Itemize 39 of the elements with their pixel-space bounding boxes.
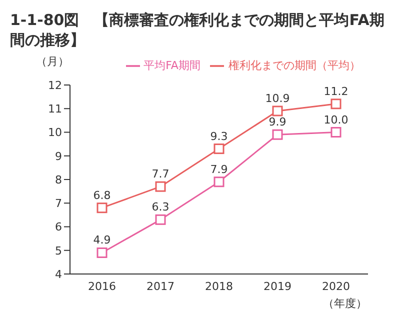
data-label: 11.2: [324, 84, 348, 98]
point: [330, 127, 342, 138]
x-tick-label: 2017: [146, 280, 174, 293]
point: [272, 129, 283, 140]
data-label: 10.9: [265, 92, 290, 105]
y-tick-label: 8: [55, 173, 62, 186]
point: [155, 214, 166, 225]
data-label: 9.9: [268, 116, 286, 129]
point: [96, 202, 108, 214]
data-label: 10.0: [324, 113, 348, 126]
point: [330, 98, 342, 110]
y-axis-title: （月）: [36, 54, 69, 69]
x-tick-label: 2018: [205, 280, 233, 293]
data-label: 6.8: [93, 188, 111, 202]
y-tick-label: 7: [55, 197, 62, 210]
data-label: 7.7: [152, 168, 170, 181]
y-tick-label: 6: [55, 220, 62, 234]
point: [214, 176, 224, 188]
y-tick-label: 11: [48, 102, 62, 116]
x-tick-label: 2020: [322, 280, 350, 293]
x-tick-label: 2019: [264, 280, 292, 293]
chart-title: 1-1-80図 【商標審査の権利化までの期間と平均FA期間の推移】: [10, 10, 386, 50]
x-tick-label: 2016: [88, 280, 116, 293]
legend-label: 平均FA期間: [144, 59, 200, 72]
y-tick-label: 4: [55, 268, 62, 281]
data-label: 6.3: [152, 200, 170, 214]
x-axis-title: （年度）: [323, 296, 367, 311]
y-tick-label: 9: [55, 150, 62, 163]
point: [155, 181, 166, 192]
point: [272, 106, 283, 116]
point: [214, 144, 224, 154]
legend-label: 権利化までの期間（平均）: [228, 59, 360, 72]
y-tick-label: 12: [48, 78, 62, 92]
point: [96, 247, 108, 258]
data-label: 7.9: [210, 162, 228, 176]
data-label: 4.9: [93, 234, 111, 247]
data-label: 9.3: [210, 130, 228, 143]
y-tick-label: 10: [48, 126, 62, 140]
y-tick-label: 5: [55, 244, 62, 258]
